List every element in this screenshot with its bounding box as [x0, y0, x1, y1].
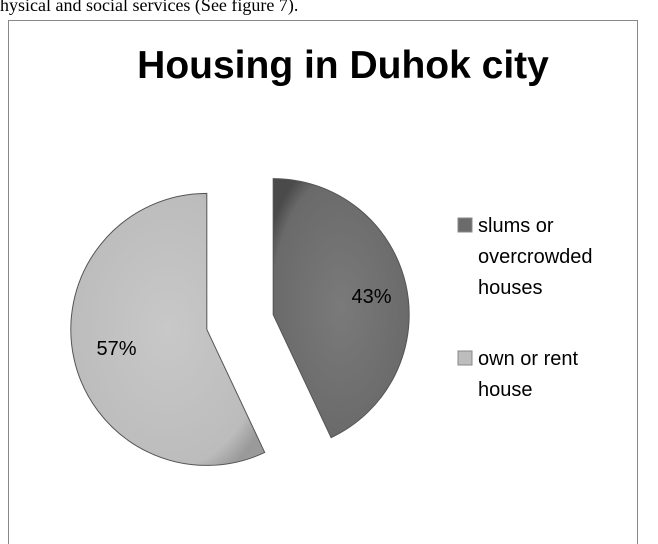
pie-slice-2-value-label: 57%: [97, 338, 137, 360]
pie-slices: [70, 178, 410, 466]
pie-slice-2: [70, 192, 266, 466]
chart-legend: slums or overcrowded houses own or rent hous…: [457, 215, 593, 401]
legend-swatch-2: [457, 350, 473, 366]
legend-label-2: own or rent house: [478, 348, 578, 401]
caption-text: hysical and social services (See figure …: [0, 0, 299, 15]
legend-swatch-1: [457, 217, 473, 233]
pie-slice-1: [272, 178, 410, 439]
chart-frame: [8, 20, 638, 544]
chart-title: Housing in Duhok city: [137, 44, 549, 87]
pie-slice-1-value-label: 43%: [351, 286, 391, 308]
pie-slice-labels: 43% 57%: [97, 286, 392, 360]
legend-label-1: slums or overcrowded houses: [478, 215, 593, 299]
